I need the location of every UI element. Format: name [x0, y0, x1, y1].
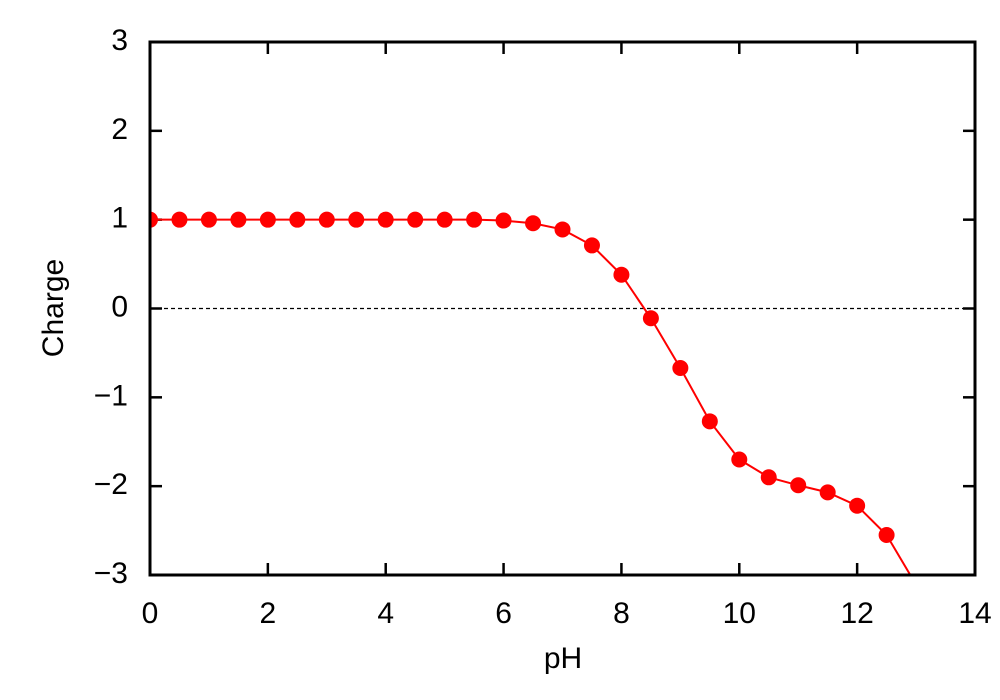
data-point	[583, 237, 600, 254]
data-point	[436, 211, 453, 228]
data-point	[878, 527, 895, 544]
x-tick-label: 8	[613, 597, 630, 630]
y-tick-label: 3	[111, 24, 128, 57]
x-tick-label: 6	[495, 597, 512, 630]
y-tick-label: −1	[94, 379, 128, 412]
data-point	[760, 469, 777, 486]
data-point	[731, 451, 748, 468]
data-point	[377, 211, 394, 228]
y-tick-label: 1	[111, 202, 128, 235]
data-line	[150, 218, 912, 575]
y-tick-label: −2	[94, 468, 128, 501]
data-point	[200, 211, 217, 228]
data-point	[230, 211, 247, 228]
x-tick-label: 2	[260, 597, 277, 630]
data-point	[525, 215, 542, 232]
x-tick-label: 0	[142, 597, 159, 630]
x-tick-label: 10	[723, 597, 756, 630]
x-tick-label: 14	[958, 597, 991, 630]
data-point	[150, 211, 158, 228]
data-point	[289, 211, 306, 228]
data-point	[171, 211, 188, 228]
data-point	[672, 360, 689, 377]
data-point	[259, 211, 276, 228]
data-point	[908, 577, 924, 593]
x-tick-label: 4	[377, 597, 394, 630]
data-point	[466, 211, 483, 228]
y-tick-label: −3	[94, 557, 128, 590]
y-axis-label: Charge	[37, 259, 70, 357]
data-point	[790, 477, 807, 494]
data-point	[554, 221, 571, 238]
data-point	[407, 211, 424, 228]
data-point	[613, 266, 630, 283]
x-axis-label: pH	[544, 642, 582, 675]
plot-frame	[148, 40, 977, 577]
plot-area	[150, 211, 924, 593]
y-tick-label: 2	[111, 113, 128, 146]
data-point	[701, 413, 718, 430]
data-point	[642, 310, 659, 327]
data-point	[348, 211, 365, 228]
x-tick-label: 12	[840, 597, 873, 630]
data-point	[819, 484, 836, 501]
data-point	[849, 497, 866, 514]
data-point	[318, 211, 335, 228]
data-point	[495, 212, 512, 229]
y-tick-label: 0	[111, 290, 128, 323]
